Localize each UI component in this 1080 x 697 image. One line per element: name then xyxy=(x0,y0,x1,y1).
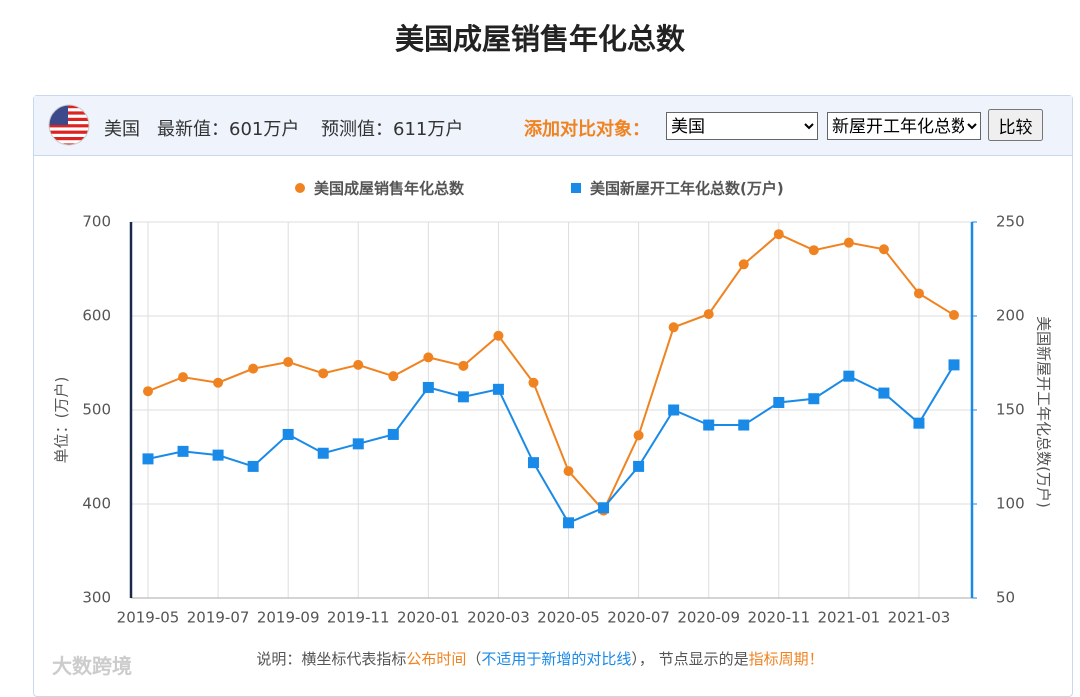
point xyxy=(878,244,889,255)
x-tick-label: 2019-05 xyxy=(117,609,180,627)
point xyxy=(703,419,715,431)
x-tick-label: 2021-03 xyxy=(888,609,951,627)
point xyxy=(878,387,890,399)
point xyxy=(633,460,645,472)
point xyxy=(423,352,434,363)
y-tick-label: 400 xyxy=(82,495,111,513)
point xyxy=(422,381,434,393)
point xyxy=(913,288,924,299)
x-tick-label: 2019-11 xyxy=(327,609,390,627)
point xyxy=(178,372,189,383)
x-tick-label: 2019-09 xyxy=(257,609,320,627)
page-title: 美国成屋销售年化总数 xyxy=(394,22,685,56)
panel: 美国 最新值：601万户 预测值：611万户 添加对比对象： 美国 新屋开工年化… xyxy=(33,95,1073,697)
point xyxy=(247,460,259,472)
watermark: 大数跨境 xyxy=(52,654,132,678)
point xyxy=(773,396,785,408)
x-tick-label: 2020-09 xyxy=(677,609,740,627)
point xyxy=(282,428,294,440)
y-tick-label: 300 xyxy=(82,589,111,607)
y-tick-label: 500 xyxy=(82,401,111,419)
point xyxy=(913,417,925,429)
point xyxy=(528,377,539,388)
point xyxy=(248,363,259,374)
legend-label: 美国成屋销售年化总数 xyxy=(314,180,465,198)
y2-tick-label: 100 xyxy=(996,495,1025,513)
y-tick-label: 600 xyxy=(82,307,111,325)
footnote-part: ）， 节点显示的是 xyxy=(631,650,749,668)
footnote: 说明：横坐标代表指标公布时间（不适用于新增的对比线）， 节点显示的是指标周期！ xyxy=(0,648,1080,669)
point xyxy=(598,502,610,514)
point xyxy=(142,453,154,465)
point xyxy=(738,419,750,431)
x-tick-label: 2020-05 xyxy=(537,609,600,627)
point xyxy=(143,386,153,397)
series-line xyxy=(147,233,955,513)
legend-marker xyxy=(571,183,581,193)
series-line xyxy=(147,364,955,525)
y2-tick-label: 50 xyxy=(996,589,1015,607)
point xyxy=(213,377,224,388)
point xyxy=(387,428,399,440)
y2-tick-label: 150 xyxy=(996,401,1025,419)
point xyxy=(563,466,574,477)
x-tick-label: 2020-07 xyxy=(607,609,670,627)
point xyxy=(457,391,469,403)
point xyxy=(738,259,749,270)
point xyxy=(773,229,784,240)
point xyxy=(527,457,539,469)
point xyxy=(808,393,820,405)
y-axis-label: 单位：(万户) xyxy=(53,377,71,464)
point xyxy=(177,445,189,457)
flag xyxy=(48,104,90,146)
x-tick-label: 2020-01 xyxy=(397,609,460,627)
indicator-select[interactable]: 新屋开工年化总数 xyxy=(827,112,981,140)
footnote-part: （ xyxy=(466,650,482,668)
point xyxy=(948,359,960,371)
footnote-part: 指标周期！ xyxy=(748,650,824,668)
latest-value: 最新值：601万户 xyxy=(157,119,300,140)
point xyxy=(388,371,399,382)
compare-button[interactable]: 比较 xyxy=(988,109,1043,141)
country: 美国 xyxy=(104,119,140,140)
panel-header: 美国 最新值：601万户 预测值：611万户 添加对比对象： 美国 新屋开工年化… xyxy=(34,96,1072,156)
legend-label: 美国新屋开工年化总数(万户) xyxy=(590,180,784,198)
point xyxy=(493,330,504,341)
footnote-part: 不适用于新增的对比线 xyxy=(481,650,632,668)
footnote-part: 说明：横坐标代表指标 xyxy=(256,650,407,668)
point xyxy=(703,309,714,320)
point xyxy=(317,447,329,459)
point xyxy=(212,449,224,461)
y2-tick-label: 250 xyxy=(996,213,1025,231)
point xyxy=(458,360,469,371)
point xyxy=(843,237,854,248)
y-tick-label: 700 xyxy=(82,213,111,231)
point xyxy=(668,404,680,416)
x-tick-label: 2020-03 xyxy=(467,609,530,627)
x-tick-label: 2020-11 xyxy=(747,609,810,627)
point xyxy=(492,383,504,395)
legend-marker xyxy=(295,183,305,193)
point xyxy=(808,245,819,256)
footnote-part: 公布时间 xyxy=(406,650,467,668)
point xyxy=(283,357,294,368)
y2-tick-label: 200 xyxy=(996,307,1025,325)
point xyxy=(353,359,364,370)
point xyxy=(563,517,575,529)
forecast-value: 预测值：611万户 xyxy=(321,119,464,140)
point xyxy=(949,310,959,321)
point xyxy=(843,370,855,382)
country-select[interactable]: 美国 xyxy=(666,112,818,140)
compare-label: 添加对比对象： xyxy=(524,119,650,140)
point xyxy=(318,368,329,379)
y2-axis-label: 美国新屋开工年化总数(万户) xyxy=(1035,316,1053,508)
point xyxy=(352,438,364,450)
point xyxy=(633,430,644,441)
x-tick-label: 2021-01 xyxy=(818,609,881,627)
point xyxy=(668,322,679,333)
x-tick-label: 2019-07 xyxy=(187,609,250,627)
